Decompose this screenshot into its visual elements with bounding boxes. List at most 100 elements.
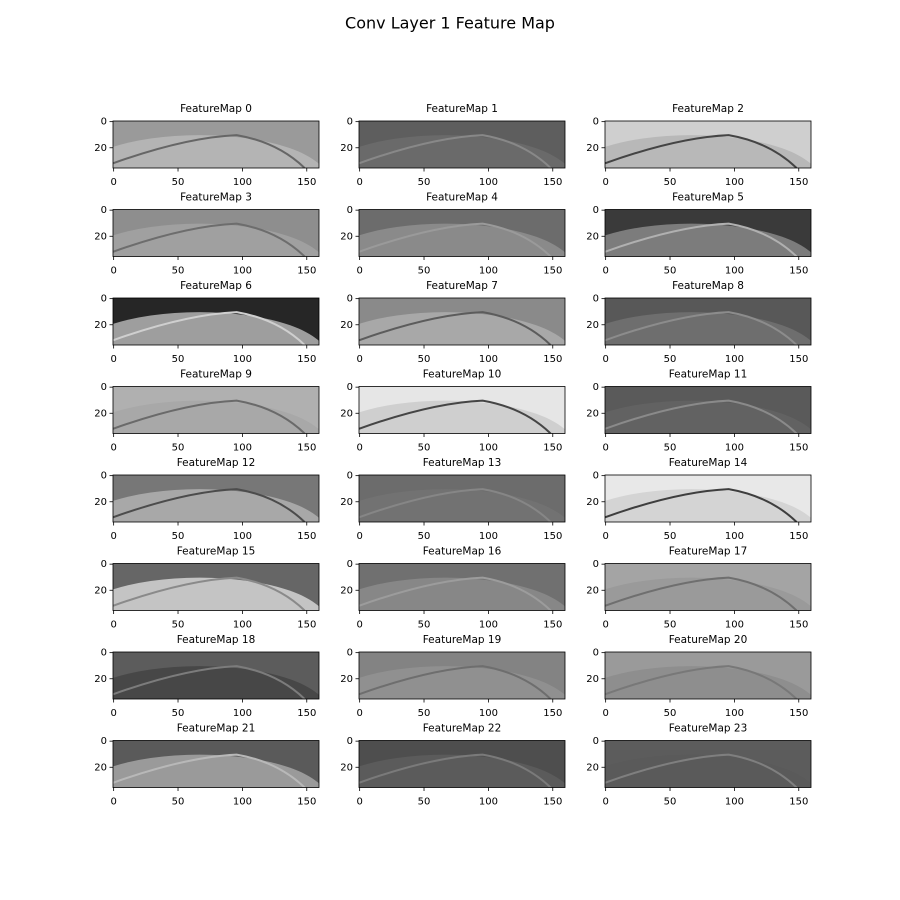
feature-map-image bbox=[113, 386, 319, 434]
y-tick-label: 20 bbox=[586, 762, 599, 773]
x-tick-label: 50 bbox=[418, 531, 431, 542]
axes-frame bbox=[358, 740, 566, 788]
image-edge bbox=[605, 222, 798, 257]
feature-map-image bbox=[113, 563, 319, 611]
x-tick-label: 150 bbox=[543, 797, 562, 808]
x-tick-label: 0 bbox=[110, 443, 116, 454]
x-tick-label: 0 bbox=[602, 177, 608, 188]
axes-frame bbox=[604, 209, 812, 257]
panel-title: FeatureMap 4 bbox=[426, 192, 498, 204]
x-tick-label: 50 bbox=[418, 797, 431, 808]
x-tick-label: 150 bbox=[297, 177, 316, 188]
axes-frame bbox=[112, 120, 320, 169]
x-tick-label: 150 bbox=[789, 443, 808, 454]
x-tick-label: 100 bbox=[479, 708, 498, 719]
axes-frame bbox=[604, 297, 812, 346]
y-tick-label: 20 bbox=[94, 762, 107, 773]
x-tick-label: 50 bbox=[172, 177, 185, 188]
y-tick-label: 20 bbox=[340, 585, 353, 596]
x-tick-label: 150 bbox=[789, 531, 808, 542]
axes-frame bbox=[604, 740, 812, 788]
y-tick-label: 0 bbox=[101, 559, 107, 570]
x-tick-label: 0 bbox=[602, 443, 608, 454]
x-tick-label: 100 bbox=[479, 266, 498, 277]
feature-map-image bbox=[359, 386, 565, 434]
y-tick-label: 0 bbox=[347, 294, 353, 305]
feature-map-image bbox=[605, 563, 811, 611]
panel-title: FeatureMap 23 bbox=[669, 723, 748, 735]
x-tick-label: 100 bbox=[233, 443, 252, 454]
image-edge bbox=[359, 311, 552, 345]
feature-map-image bbox=[359, 563, 565, 611]
x-tick-label: 50 bbox=[418, 708, 431, 719]
x-tick-label: 50 bbox=[172, 354, 185, 365]
x-tick-label: 100 bbox=[233, 531, 252, 542]
x-tick-label: 0 bbox=[356, 354, 362, 365]
y-tick-label: 20 bbox=[340, 762, 353, 773]
feature-map-image bbox=[605, 475, 811, 522]
x-tick-label: 50 bbox=[418, 620, 431, 631]
axes-frame bbox=[112, 209, 320, 257]
x-tick-label: 100 bbox=[479, 620, 498, 631]
x-tick-label: 0 bbox=[602, 266, 608, 277]
image-edge bbox=[113, 576, 306, 611]
x-tick-label: 100 bbox=[233, 708, 252, 719]
x-tick-label: 50 bbox=[664, 443, 677, 454]
x-tick-label: 100 bbox=[725, 443, 744, 454]
feature-map-image bbox=[359, 740, 565, 788]
feature-map-image bbox=[113, 475, 319, 522]
x-tick-label: 100 bbox=[479, 177, 498, 188]
y-tick-label: 20 bbox=[586, 674, 599, 685]
image-edge bbox=[359, 753, 552, 788]
image-edge bbox=[605, 753, 798, 788]
image-edge bbox=[605, 311, 798, 345]
panel-title: FeatureMap 5 bbox=[672, 192, 744, 204]
axes-frame bbox=[604, 120, 812, 169]
x-tick-label: 150 bbox=[789, 708, 808, 719]
y-tick-label: 0 bbox=[347, 471, 353, 482]
axes-frame bbox=[358, 120, 566, 169]
x-tick-label: 50 bbox=[664, 266, 677, 277]
feature-map-image bbox=[359, 298, 565, 345]
axes-frame bbox=[112, 740, 320, 788]
x-tick-label: 0 bbox=[110, 177, 116, 188]
axes-frame bbox=[112, 386, 320, 434]
x-tick-label: 50 bbox=[664, 708, 677, 719]
image-edge bbox=[113, 311, 306, 345]
feature-map-image bbox=[359, 652, 565, 699]
x-tick-label: 50 bbox=[418, 266, 431, 277]
feature-map-image bbox=[113, 298, 319, 345]
panel-title: FeatureMap 6 bbox=[180, 280, 252, 292]
y-tick-label: 20 bbox=[586, 497, 599, 508]
panel-title: FeatureMap 2 bbox=[672, 103, 744, 115]
y-tick-label: 0 bbox=[101, 648, 107, 659]
image-edge bbox=[605, 488, 798, 522]
x-tick-label: 100 bbox=[479, 797, 498, 808]
y-tick-label: 20 bbox=[94, 674, 107, 685]
feature-map-image bbox=[113, 209, 319, 257]
x-tick-label: 0 bbox=[356, 620, 362, 631]
x-tick-label: 0 bbox=[110, 266, 116, 277]
panel-title: FeatureMap 17 bbox=[669, 546, 748, 558]
panel-title: FeatureMap 10 bbox=[423, 369, 502, 381]
panel-title: FeatureMap 14 bbox=[669, 457, 748, 469]
y-tick-label: 0 bbox=[101, 205, 107, 216]
y-tick-label: 0 bbox=[593, 294, 599, 305]
image-edge bbox=[113, 488, 306, 522]
x-tick-label: 50 bbox=[664, 531, 677, 542]
y-tick-label: 0 bbox=[347, 205, 353, 216]
y-tick-label: 0 bbox=[347, 117, 353, 128]
y-tick-label: 20 bbox=[94, 497, 107, 508]
x-tick-label: 150 bbox=[543, 531, 562, 542]
y-tick-label: 20 bbox=[586, 143, 599, 154]
image-edge bbox=[113, 753, 306, 788]
panel-title: FeatureMap 16 bbox=[423, 546, 502, 558]
x-tick-label: 100 bbox=[725, 531, 744, 542]
axes-frame bbox=[112, 297, 320, 346]
x-tick-label: 100 bbox=[725, 177, 744, 188]
x-tick-label: 0 bbox=[110, 620, 116, 631]
x-tick-label: 100 bbox=[233, 354, 252, 365]
x-tick-label: 0 bbox=[356, 177, 362, 188]
x-tick-label: 100 bbox=[479, 443, 498, 454]
